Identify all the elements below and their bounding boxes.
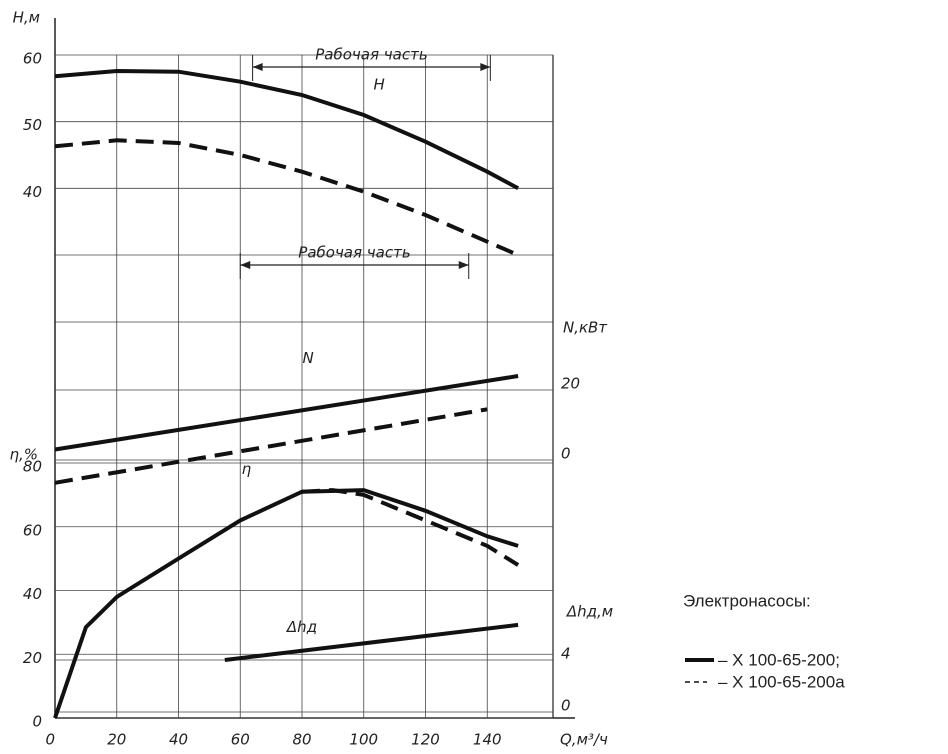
axis-title: η,%: [9, 446, 38, 464]
y-tick-label: 80: [23, 458, 42, 476]
x-tick-label: 80: [292, 731, 311, 749]
curve: [301, 488, 520, 567]
axis-title: Δhд,м: [566, 603, 613, 621]
curve-label: Δhд: [286, 618, 317, 636]
axis-title: H,м: [13, 9, 40, 27]
x-tick-label: 120: [411, 731, 440, 749]
curve-label: H: [374, 76, 385, 94]
y-tick-label: 50: [23, 116, 42, 134]
x-tick-label: 40: [169, 731, 188, 749]
x-tick-label: 0: [45, 731, 55, 749]
y-tick-label: 0: [32, 713, 42, 731]
legend-label: – Х 100-65-200;: [718, 650, 840, 669]
curve: [54, 68, 520, 191]
curve: [54, 138, 519, 257]
range-label: Рабочая часть: [315, 46, 427, 64]
x-tick-label: 60: [231, 731, 250, 749]
legend-label: – Х 100-65-200а: [718, 672, 845, 691]
x-tick-label: 20: [107, 731, 126, 749]
axis-title: N,кВт: [563, 319, 608, 337]
legend: Электронасосы: – Х 100-65-200; – Х 100-65…: [683, 591, 845, 691]
range-label: Рабочая часть: [298, 244, 410, 262]
x-tick-label: 140: [473, 731, 502, 749]
y-tick-label: 20: [23, 649, 42, 667]
curve: [54, 407, 488, 485]
y2-tick-label: 20: [561, 375, 580, 393]
legend-title: Электронасосы:: [683, 591, 811, 610]
curve-label: η: [242, 460, 252, 478]
x-tick-label: 100: [349, 731, 378, 749]
y-tick-label: 40: [23, 585, 42, 603]
curve-label: N: [303, 349, 314, 367]
x-axis-title: Q,м³/ч: [560, 731, 608, 749]
y-tick-label: 40: [23, 183, 42, 201]
y2-tick-label: 4: [561, 645, 571, 663]
y2-tick-label: 0: [561, 697, 571, 715]
y-tick-label: 60: [23, 521, 42, 539]
curve: [54, 374, 519, 452]
y2-tick-label: 0: [561, 445, 571, 463]
curve: [224, 622, 519, 662]
curve: [53, 488, 519, 719]
y-tick-label: 60: [23, 50, 42, 68]
